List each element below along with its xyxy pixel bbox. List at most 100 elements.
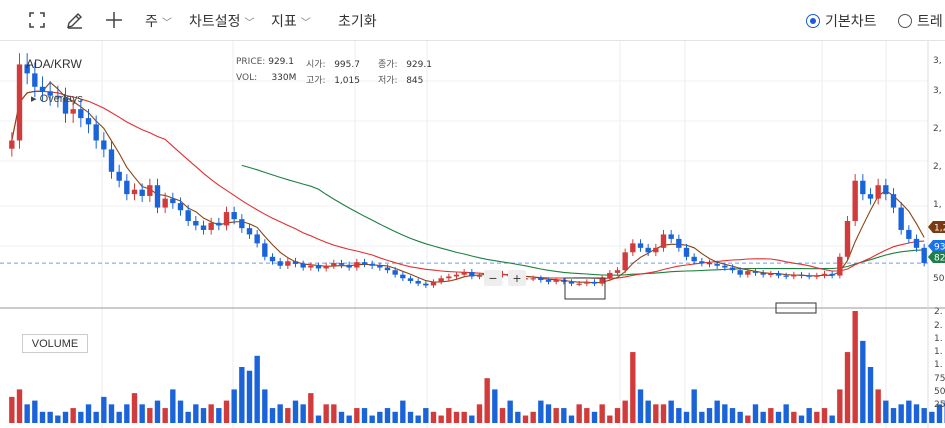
period-menu[interactable]: 주 ﹀ bbox=[145, 11, 172, 31]
volume-bar bbox=[783, 404, 789, 423]
candle-body bbox=[246, 228, 253, 235]
candle-body bbox=[277, 261, 283, 266]
volume-bar bbox=[116, 411, 122, 423]
volume-bar bbox=[70, 408, 76, 423]
candle-body bbox=[852, 180, 858, 221]
radio-trading-view[interactable]: 트레 bbox=[898, 11, 943, 31]
volume-bar bbox=[269, 408, 276, 423]
volume-bar bbox=[676, 408, 682, 423]
volume-panel-button[interactable]: VOLUME bbox=[22, 334, 88, 353]
volume-bar bbox=[469, 415, 475, 423]
candle-body bbox=[269, 256, 276, 262]
candle-body bbox=[231, 212, 237, 220]
volume-bar bbox=[737, 411, 743, 423]
radio-basic-chart[interactable]: 기본차트 bbox=[806, 11, 877, 31]
radio-trading-view-label: 트레 bbox=[917, 13, 943, 29]
overlays-triangle-icon: ▸ bbox=[31, 93, 37, 105]
candle-body bbox=[377, 265, 383, 268]
price-value: 929.1 bbox=[268, 57, 294, 67]
volume-bar bbox=[860, 340, 866, 423]
candle-body bbox=[315, 265, 322, 269]
candle-body bbox=[867, 194, 874, 199]
fullscreen-icon[interactable] bbox=[26, 9, 48, 31]
candle-body bbox=[300, 263, 306, 268]
candle-body bbox=[223, 212, 230, 226]
candle-body bbox=[285, 261, 291, 266]
volume-bar bbox=[62, 411, 69, 423]
chart-settings-menu[interactable]: 차트설정 ﹀ bbox=[189, 11, 255, 31]
volume-bar bbox=[231, 389, 237, 423]
candle-body bbox=[430, 281, 437, 286]
reset-button[interactable]: 초기화 bbox=[338, 11, 377, 31]
candle-body bbox=[308, 265, 314, 268]
price-badge bbox=[928, 240, 945, 252]
price-badge bbox=[928, 251, 945, 263]
candle-body bbox=[177, 203, 184, 211]
zoom-out-button[interactable]: − bbox=[484, 270, 502, 286]
candle-body bbox=[883, 185, 889, 195]
price-badge-label: 1,2 bbox=[934, 224, 945, 234]
volume-bar bbox=[101, 396, 107, 423]
volume-bar bbox=[200, 408, 207, 423]
volume-bar bbox=[722, 404, 728, 423]
ma-short-line bbox=[11, 81, 925, 284]
volume-bar bbox=[438, 415, 444, 423]
candle-body bbox=[338, 263, 345, 265]
candle-body bbox=[637, 243, 644, 248]
price-info: PRICE: 929.1 bbox=[236, 57, 294, 67]
volume-bar bbox=[660, 404, 667, 423]
candle-body bbox=[760, 272, 766, 275]
candle-body bbox=[16, 64, 23, 141]
candle-body bbox=[660, 234, 667, 248]
candle-body bbox=[476, 275, 483, 277]
candle-body bbox=[691, 256, 697, 262]
ma-long-line bbox=[241, 164, 925, 276]
volume-bar bbox=[384, 408, 391, 423]
period-menu-label: 주 bbox=[145, 13, 158, 29]
candle-body bbox=[898, 207, 904, 230]
volume-bar bbox=[837, 389, 843, 423]
candle-body bbox=[576, 283, 582, 285]
candle-body bbox=[499, 273, 506, 275]
candle-body bbox=[200, 225, 207, 230]
candle-body bbox=[162, 198, 168, 208]
volume-bar bbox=[392, 411, 398, 423]
candle-body bbox=[254, 234, 260, 244]
candle-body bbox=[400, 274, 406, 279]
volume-bar bbox=[346, 415, 352, 423]
candle-body bbox=[752, 271, 759, 273]
volume-bar bbox=[93, 411, 99, 423]
volume-bar bbox=[553, 408, 559, 423]
candle-body bbox=[821, 273, 828, 276]
volume-bar bbox=[921, 408, 927, 423]
candle-body bbox=[469, 272, 475, 277]
volume-tick-label: 25 bbox=[934, 400, 945, 410]
volume-bar bbox=[791, 411, 797, 423]
candle-body bbox=[783, 275, 789, 277]
pencil-icon[interactable] bbox=[64, 9, 86, 31]
overlays-toggle[interactable]: ▸ Overlays bbox=[31, 92, 83, 105]
volume-bar bbox=[936, 404, 943, 423]
candle-body bbox=[361, 262, 368, 264]
volume-bar bbox=[354, 408, 360, 423]
volume-tick-label: 1. bbox=[934, 347, 943, 357]
volume-bar bbox=[729, 408, 736, 423]
volume-bar bbox=[16, 389, 23, 423]
candle-body bbox=[630, 243, 636, 253]
volume-bar bbox=[285, 408, 291, 423]
indicator-menu[interactable]: 지표 ﹀ bbox=[271, 11, 311, 31]
volume-bar bbox=[829, 415, 835, 423]
candle-body bbox=[553, 280, 559, 282]
volume-bar bbox=[668, 400, 674, 423]
zoom-in-button[interactable]: + bbox=[508, 270, 526, 286]
volume-bar bbox=[576, 404, 582, 423]
market-title: ADA/KRW bbox=[26, 57, 82, 71]
candle-body bbox=[438, 278, 444, 282]
volume-bar bbox=[154, 400, 161, 423]
volume-bar bbox=[484, 378, 490, 423]
volume-bar bbox=[614, 408, 621, 423]
crosshair-icon[interactable] bbox=[103, 9, 125, 31]
candle-body bbox=[737, 270, 743, 275]
